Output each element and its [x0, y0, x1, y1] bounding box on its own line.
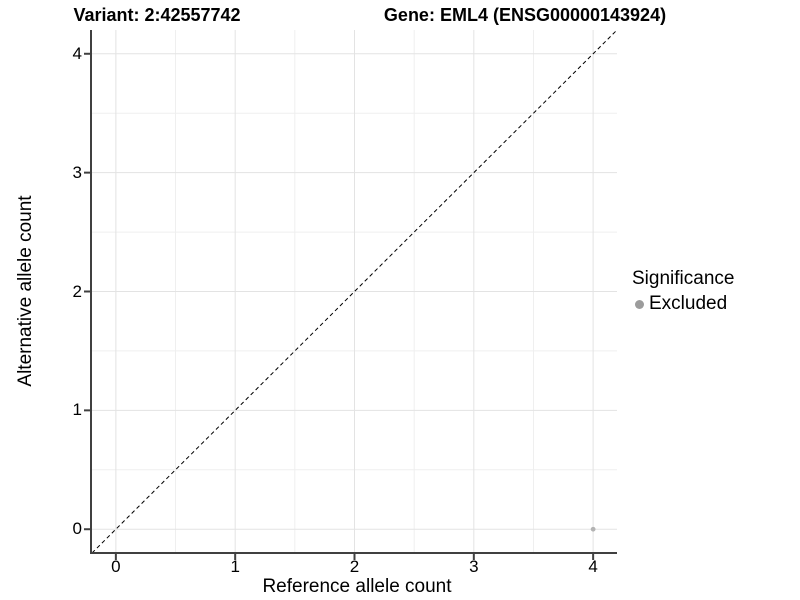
x-tick-label: 4 [588, 557, 598, 576]
gene-title: Gene: EML4 (ENSG00000143924) [383, 5, 667, 25]
x-tick-label: 1 [230, 557, 240, 576]
data-point [590, 526, 596, 532]
legend-item-label: Excluded [649, 293, 728, 314]
y-tick-label: 4 [72, 43, 82, 63]
y-tick-label: 1 [72, 400, 82, 420]
variant-title: Variant: 2:42557742 [73, 5, 241, 25]
legend-title: Significance [632, 268, 735, 289]
y-tick-label: 0 [72, 519, 82, 539]
y-axis-label: Alternative allele count [15, 195, 36, 387]
y-tick-label: 2 [72, 281, 82, 301]
excluded-point-swatch [635, 299, 644, 309]
x-tick-label: 0 [111, 557, 121, 576]
y-tick-label: 3 [72, 162, 82, 182]
x-tick-label: 2 [349, 557, 360, 576]
x-tick-label: 3 [469, 557, 479, 576]
identity-line [91, 29, 618, 554]
x-axis-label: Reference allele count [262, 576, 452, 597]
legend-item-excluded: Excluded [629, 293, 734, 315]
legend: Significance Excluded [629, 268, 734, 315]
